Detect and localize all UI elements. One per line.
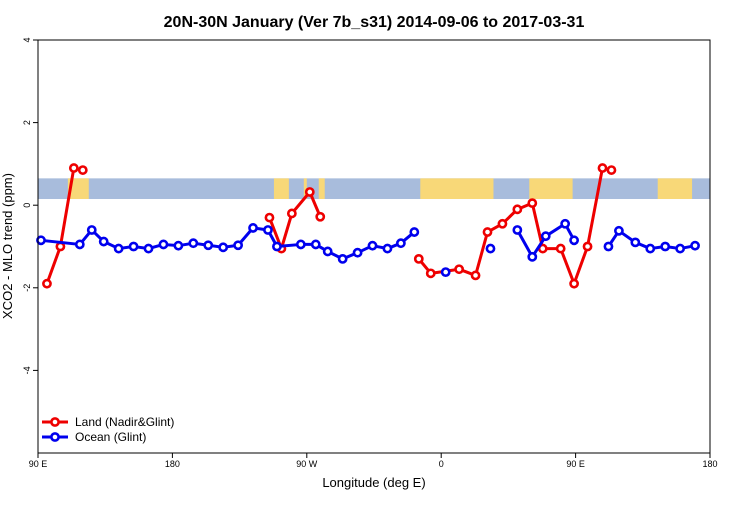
data-point-ocean	[512, 225, 523, 235]
data-point-land	[512, 204, 523, 215]
data-point-ocean	[690, 240, 700, 251]
data-point-ocean	[645, 243, 656, 254]
legend-item-ocean: Ocean (Glint)	[42, 430, 146, 444]
x-tick-label: 0	[439, 459, 444, 469]
x-tick-label: 90 E	[566, 459, 585, 469]
map-ocean-area	[38, 178, 710, 200]
y-axis-label: XCO2 - MLO trend (ppm)	[0, 173, 15, 319]
data-point-ocean	[188, 238, 199, 249]
data-point-ocean	[248, 223, 258, 233]
y-tick-label: 2	[22, 120, 32, 125]
data-point-ocean	[409, 227, 420, 237]
y-tick-label: -2	[22, 284, 32, 292]
data-point-ocean	[560, 218, 571, 229]
data-point-ocean	[540, 231, 551, 242]
series-layer	[36, 163, 700, 289]
data-point-ocean	[272, 241, 282, 252]
data-point-land	[569, 278, 580, 289]
x-tick-label: 90 E	[29, 459, 48, 469]
data-point-land	[264, 212, 275, 223]
map-land-area	[318, 178, 325, 200]
data-point-ocean	[310, 239, 321, 250]
y-tick-label: 4	[22, 37, 32, 42]
legend: Land (Nadir&Glint)Ocean (Glint)	[42, 415, 174, 444]
data-point-land	[77, 165, 88, 175]
y-axis: 4 2 0 -2 -4	[22, 37, 38, 374]
y-tick-label: 0	[22, 203, 32, 208]
chart-title: 20N-30N January (Ver 7b_s31) 2014-09-06 …	[164, 14, 585, 31]
data-point-ocean	[86, 225, 97, 235]
data-point-ocean	[295, 239, 306, 250]
map-land-area	[273, 178, 289, 200]
data-point-ocean	[173, 240, 184, 251]
x-axis: 90 E 180 90 W 0 90 E 180	[29, 453, 718, 469]
x-tick-label: 90 W	[296, 459, 318, 469]
data-point-ocean	[630, 237, 641, 248]
data-point-ocean	[440, 267, 451, 278]
data-point-ocean	[569, 235, 580, 246]
map-land-area	[303, 178, 307, 200]
map-land-area	[529, 178, 573, 200]
series-line-land	[268, 190, 322, 251]
data-point-ocean	[367, 240, 378, 251]
data-point-land	[425, 268, 436, 279]
data-point-ocean	[218, 242, 229, 253]
data-point-land	[527, 198, 538, 209]
data-point-ocean	[263, 225, 273, 235]
map-land-area	[67, 178, 89, 200]
data-point-land	[470, 270, 481, 281]
legend-label-ocean: Ocean (Glint)	[75, 430, 146, 444]
legend-item-land: Land (Nadir&Glint)	[42, 415, 174, 429]
data-point-ocean	[322, 246, 333, 257]
data-point-ocean	[128, 241, 139, 252]
data-point-ocean	[395, 238, 406, 249]
data-point-land	[315, 211, 326, 222]
data-point-ocean	[337, 253, 348, 264]
data-point-ocean	[675, 243, 686, 254]
data-point-ocean	[603, 241, 614, 252]
data-point-ocean	[485, 243, 496, 254]
data-point-ocean	[143, 243, 154, 254]
x-tick-label: 180	[165, 459, 180, 469]
series-land	[42, 163, 617, 289]
data-point-ocean	[614, 225, 624, 236]
data-point-land	[454, 264, 465, 275]
series-ocean	[36, 218, 700, 278]
data-point-ocean	[203, 240, 214, 251]
data-point-land	[482, 227, 493, 237]
data-point-land	[606, 165, 617, 175]
data-point-ocean	[98, 236, 109, 247]
map-land-area	[420, 178, 494, 200]
map-land-area	[657, 178, 693, 200]
data-point-ocean	[382, 243, 393, 254]
data-point-land	[555, 243, 566, 254]
legend-label-land: Land (Nadir&Glint)	[75, 415, 174, 429]
data-point-land	[582, 241, 593, 252]
map-background-band	[38, 178, 710, 200]
x-tick-label: 180	[702, 459, 717, 469]
legend-marker-land	[50, 417, 60, 427]
data-point-land	[68, 163, 79, 173]
data-point-land	[413, 253, 424, 264]
data-point-ocean	[352, 247, 363, 258]
x-axis-label: Longitude (deg E)	[322, 475, 425, 490]
plot-frame	[37, 39, 711, 454]
data-point-ocean	[36, 235, 46, 246]
legend-marker-ocean	[50, 432, 60, 442]
data-point-ocean	[158, 239, 169, 250]
data-point-ocean	[527, 251, 538, 262]
data-point-ocean	[660, 241, 671, 252]
data-point-ocean	[74, 239, 85, 250]
y-tick-label: -4	[22, 366, 32, 374]
data-point-land	[304, 187, 315, 197]
data-point-land	[286, 208, 297, 219]
data-point-land	[597, 163, 608, 173]
data-point-land	[497, 218, 508, 229]
data-point-ocean	[233, 240, 244, 251]
data-point-land	[42, 278, 52, 289]
data-point-ocean	[113, 243, 124, 254]
